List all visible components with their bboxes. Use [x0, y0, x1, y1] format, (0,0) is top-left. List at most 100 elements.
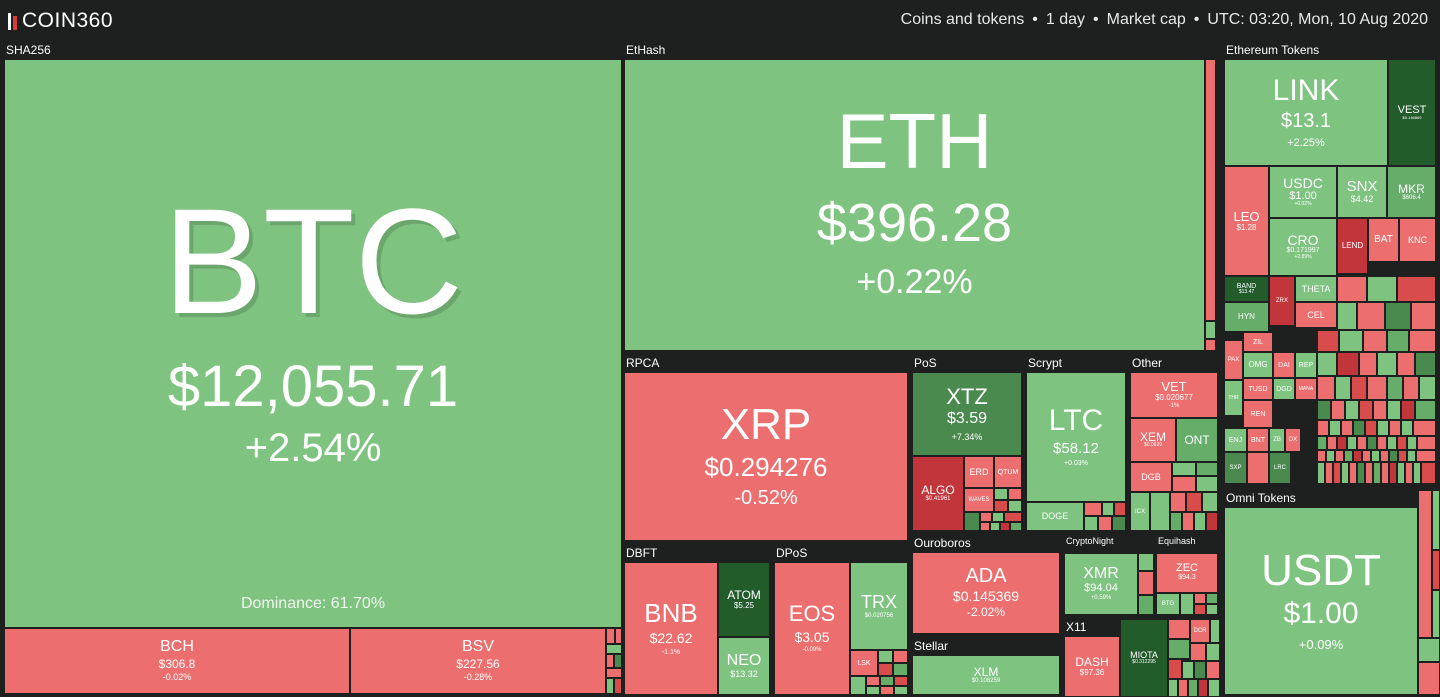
- tile-sxp[interactable]: SXP: [1224, 452, 1247, 484]
- small-coins-mosaic[interactable]: [1418, 490, 1440, 695]
- tile-qtum[interactable]: QTUM: [994, 456, 1022, 488]
- tile-enj[interactable]: ENJ: [1224, 428, 1247, 452]
- tile-lrc[interactable]: LRC: [1269, 452, 1291, 484]
- tile-erd[interactable]: ERD: [964, 456, 994, 488]
- sector-label[interactable]: Omni Tokens: [1226, 491, 1296, 505]
- tile-xlm[interactable]: XLM $0.106259: [912, 655, 1060, 695]
- tile-cel[interactable]: CEL: [1295, 302, 1337, 328]
- tile-zb[interactable]: ZB: [1269, 428, 1285, 452]
- sector-label[interactable]: EtHash: [626, 43, 666, 57]
- tile-dgb[interactable]: DGB: [1130, 462, 1172, 492]
- tile-leo[interactable]: LEO $1.28: [1224, 166, 1269, 276]
- sector-label[interactable]: Ethereum Tokens: [1226, 43, 1320, 57]
- tile-miota[interactable]: MIOTA $0.312295: [1120, 619, 1168, 697]
- tile-snx[interactable]: SNX $4.42: [1337, 166, 1387, 218]
- tile-xtz[interactable]: XTZ $3.59 +7.34%: [912, 372, 1022, 456]
- tile-xmr[interactable]: XMR $94.04 +0.59%: [1064, 553, 1138, 615]
- tile-ltc[interactable]: LTC $58.12 +0.03%: [1026, 372, 1126, 502]
- tile-zrx-small[interactable]: [1247, 452, 1269, 484]
- tile-mkr[interactable]: MKR $606.4: [1387, 166, 1436, 218]
- sector-label[interactable]: Equihash: [1158, 536, 1196, 546]
- small-coins-mosaic[interactable]: [994, 488, 1022, 512]
- tile-lend[interactable]: LEND: [1337, 218, 1368, 274]
- sector-label[interactable]: Scrypt: [1028, 356, 1063, 370]
- tile-zrx[interactable]: ZRX: [1269, 276, 1295, 326]
- sector-label[interactable]: DPoS: [776, 546, 808, 560]
- tile-trx[interactable]: TRX $0.020756: [850, 562, 908, 650]
- sector-label[interactable]: PoS: [914, 356, 937, 370]
- tile-waves[interactable]: WAVES: [964, 488, 994, 512]
- tile-omg[interactable]: OMG: [1243, 352, 1273, 378]
- tile-dgd[interactable]: DGD: [1273, 378, 1295, 400]
- coin360-logo[interactable]: COIN360: [8, 9, 113, 33]
- tile-vet[interactable]: VET $0.020677 -1%: [1130, 372, 1218, 418]
- tile-lsk[interactable]: LSK: [850, 650, 878, 676]
- filter-metric[interactable]: Market cap: [1106, 11, 1186, 28]
- sector-label[interactable]: RPCA: [626, 356, 660, 370]
- small-coins-mosaic[interactable]: [878, 650, 908, 676]
- tile-tusd[interactable]: TUSD: [1243, 378, 1273, 400]
- sector-label[interactable]: SHA256: [6, 43, 51, 57]
- tile-vest[interactable]: VEST $0.146869: [1388, 59, 1436, 166]
- tile-neo[interactable]: NEO $13.32: [718, 637, 770, 695]
- small-coins-mosaic[interactable]: [1084, 502, 1126, 531]
- sector-label[interactable]: Other: [1132, 356, 1163, 370]
- tile-dcr[interactable]: DCR: [1190, 619, 1210, 643]
- sector-label[interactable]: DBFT: [626, 546, 658, 560]
- small-coins-mosaic[interactable]: [1205, 59, 1216, 351]
- tile-bnb[interactable]: BNB $22.62 -1.1%: [624, 562, 718, 695]
- tile-dash[interactable]: DASH $97.36: [1064, 636, 1120, 697]
- filter-currency-type[interactable]: Coins and tokens: [900, 11, 1025, 28]
- sector-label[interactable]: Stellar: [914, 639, 949, 653]
- small-tokens-mosaic[interactable]: [1317, 276, 1436, 484]
- sector-label[interactable]: X11: [1066, 620, 1087, 634]
- small-coins-mosaic[interactable]: [1180, 593, 1218, 615]
- tile-xrp[interactable]: XRP $0.294276 -0.52%: [624, 372, 908, 541]
- tile-eos[interactable]: EOS $3.05 -0.09%: [774, 562, 850, 695]
- tile-knc[interactable]: KNC: [1399, 218, 1436, 262]
- sector-label[interactable]: CryptoNight: [1066, 536, 1114, 546]
- tile-ren[interactable]: REN: [1243, 400, 1273, 428]
- small-coins-mosaic[interactable]: [1138, 553, 1154, 615]
- coin-change: -1%: [1168, 402, 1180, 409]
- tile-dx[interactable]: DX: [1285, 428, 1301, 452]
- tile-bsv[interactable]: BSV $227.56 -0.28%: [350, 628, 606, 694]
- tile-hyn[interactable]: HYN: [1224, 302, 1269, 332]
- tile-dai[interactable]: DAI: [1273, 352, 1295, 378]
- tile-icx[interactable]: ICX: [1130, 492, 1150, 531]
- filter-period[interactable]: 1 day: [1045, 11, 1086, 28]
- tile-algo[interactable]: ALGO $0.41961: [912, 456, 964, 531]
- tile-btc[interactable]: BTC $12,055.71 +2.54% Dominance: 61.70%: [4, 59, 622, 628]
- tile-bat[interactable]: BAT: [1368, 218, 1399, 262]
- tile-bch[interactable]: BCH $306.8 -0.02%: [4, 628, 350, 694]
- tile-rep[interactable]: REP: [1295, 352, 1317, 378]
- tile-zec[interactable]: ZEC $94.3: [1156, 553, 1218, 593]
- tile-eth[interactable]: ETH $396.28 +0.22%: [624, 59, 1205, 351]
- tile-theta[interactable]: THETA: [1295, 276, 1337, 302]
- tile-usdt[interactable]: USDT $1.00 +0.09%: [1224, 507, 1418, 695]
- tile-xem[interactable]: XEM $0.0629: [1130, 418, 1176, 462]
- tile-zil[interactable]: ZIL: [1243, 332, 1273, 352]
- tile-bnt[interactable]: BNT: [1247, 428, 1269, 452]
- tile-btg[interactable]: BTG: [1156, 593, 1180, 615]
- tile-mana[interactable]: MANA: [1295, 378, 1317, 400]
- sector-label[interactable]: Ouroboros: [914, 536, 971, 550]
- tile-atom[interactable]: ATOM $5.25: [718, 562, 770, 637]
- coin-price: $0.294276: [704, 452, 828, 483]
- small-coins-mosaic[interactable]: [1168, 619, 1220, 697]
- small-coins-mosaic[interactable]: [1150, 462, 1218, 531]
- tile-ada[interactable]: ADA $0.145369 -2.02%: [912, 552, 1060, 634]
- coin-symbol: ETH: [836, 97, 993, 186]
- small-coins-mosaic[interactable]: [850, 676, 908, 695]
- coin-symbol: DOGE: [1041, 511, 1069, 521]
- tile-band[interactable]: BAND $13.47: [1224, 276, 1269, 302]
- tile-doge[interactable]: DOGE: [1026, 502, 1084, 531]
- tile-pax[interactable]: PAX: [1224, 340, 1243, 380]
- tile-ont[interactable]: ONT: [1176, 418, 1218, 462]
- small-coins-mosaic[interactable]: [606, 628, 622, 694]
- tile-link[interactable]: LINK $13.1 +2.25%: [1224, 59, 1388, 166]
- tile-cro[interactable]: CRO $0.171997 +2.89%: [1269, 218, 1337, 276]
- tile-usdc[interactable]: USDC $1.00 +0.02%: [1269, 166, 1337, 218]
- small-coins-mosaic[interactable]: [964, 512, 1022, 531]
- tile-thr[interactable]: THR: [1224, 380, 1243, 416]
